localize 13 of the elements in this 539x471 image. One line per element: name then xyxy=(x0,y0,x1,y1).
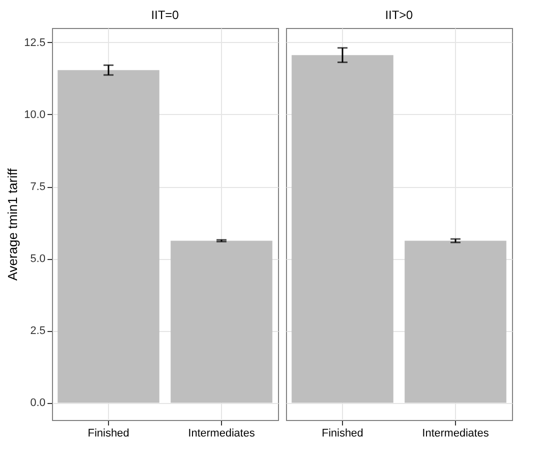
y-tick-label: 10.0 xyxy=(24,108,46,121)
x-tick-label: Intermediates xyxy=(422,428,490,440)
y-tick-label: 0.0 xyxy=(30,397,46,410)
chart-title: IIT=0 xyxy=(151,8,180,22)
x-tick-label: Finished xyxy=(322,428,364,440)
x-tick-label: Intermediates xyxy=(188,428,256,440)
y-axis-title: Average tmin1 tariff xyxy=(5,168,20,281)
y-tick-label: 7.5 xyxy=(30,181,46,194)
y-tick-label: 12.5 xyxy=(24,36,46,49)
x-tick-label: Finished xyxy=(88,428,130,440)
y-tick-label: 2.5 xyxy=(30,325,46,338)
chart-title: IIT>0 xyxy=(385,8,414,22)
y-tick-label: 5.0 xyxy=(30,253,46,266)
